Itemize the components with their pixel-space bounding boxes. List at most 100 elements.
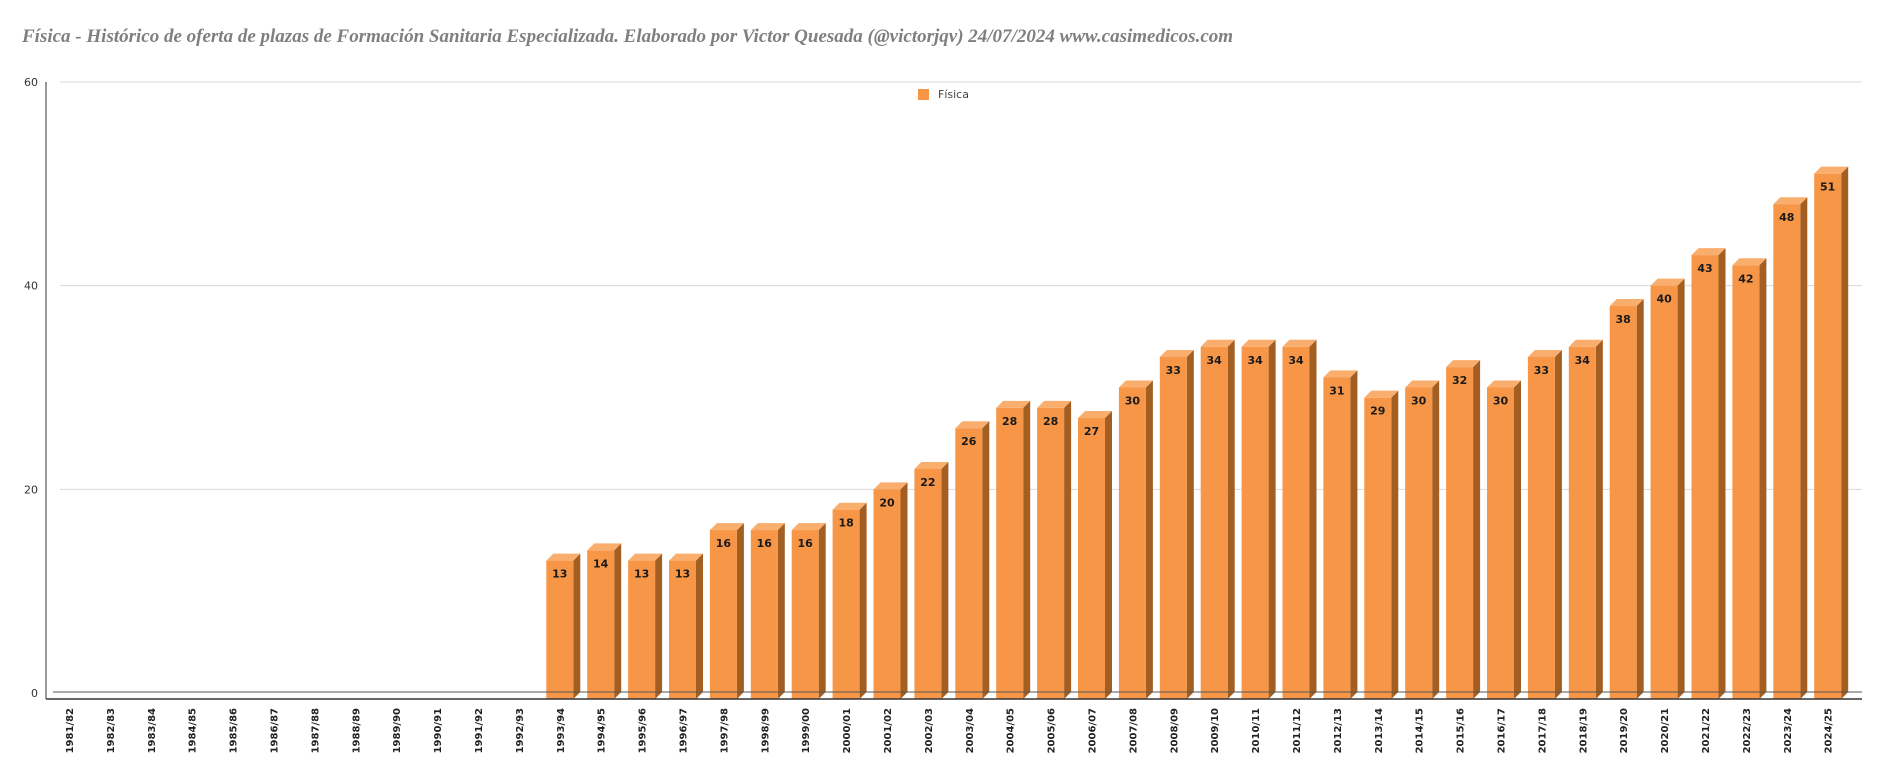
bar: 34 [1568, 339, 1603, 699]
bar-side [696, 553, 703, 699]
data-label: 51 [1820, 181, 1835, 194]
bar-side [1186, 349, 1194, 699]
bar-front [914, 468, 942, 699]
bar-front [546, 560, 574, 699]
bar-top [1814, 166, 1849, 174]
x-tick-label: 2006/07 [1088, 708, 1099, 753]
bar-top [1200, 339, 1235, 347]
x-tick-label: 2008/09 [1169, 708, 1180, 753]
bar-front [1037, 407, 1065, 699]
bar-side [1023, 400, 1031, 699]
bar-top [669, 553, 703, 561]
bar-front [1732, 265, 1760, 699]
bar: 14 [587, 543, 622, 699]
bar-top [546, 553, 581, 561]
bar-side [655, 553, 663, 699]
bar-front [955, 428, 983, 699]
bar-top [1405, 380, 1440, 388]
bar-top [791, 523, 826, 531]
bar-front [1282, 346, 1310, 699]
x-tick-label: 2021/22 [1701, 708, 1712, 753]
bar: 34 [1200, 339, 1235, 699]
data-label: 14 [593, 557, 609, 570]
data-label: 22 [920, 476, 935, 489]
bar: 33 [1159, 349, 1194, 699]
bar-front [1487, 387, 1514, 699]
x-tick-label: 1988/89 [351, 708, 362, 753]
bar-side [1350, 370, 1358, 699]
x-tick-label: 1997/98 [719, 708, 730, 753]
bar-side [614, 543, 622, 699]
data-label: 18 [838, 517, 853, 530]
data-label: 30 [1125, 395, 1141, 408]
bar-side [900, 482, 908, 699]
bar: 30 [1487, 380, 1521, 699]
data-label: 29 [1370, 405, 1385, 418]
x-tick-label: 2020/21 [1660, 708, 1671, 753]
x-tick-label: 1986/87 [270, 708, 281, 753]
bar-side [1595, 339, 1603, 699]
x-axis-ticks: 1981/82 1982/83 1983/84 1984/85 1985/86 1986/… [65, 708, 1835, 753]
bar-front [996, 407, 1024, 699]
x-tick-label: 2007/08 [1128, 708, 1139, 753]
bar-top [628, 553, 663, 561]
bar-front [1527, 356, 1555, 699]
chart-title: Física - Histórico de oferta de plazas d… [22, 26, 1234, 47]
x-tick-label: 2024/25 [1824, 708, 1835, 753]
bar-side [573, 553, 581, 699]
bar-side [1677, 278, 1685, 699]
x-tick-label: 2004/05 [1006, 708, 1017, 753]
bar-front [1650, 285, 1678, 699]
bar: 31 [1323, 370, 1358, 699]
bar: 33 [1527, 349, 1562, 699]
bar-top [1241, 339, 1276, 347]
bar-top [996, 400, 1031, 408]
data-label: 20 [879, 496, 895, 509]
y-tick-label: 0 [31, 687, 38, 700]
x-tick-label: 2013/14 [1374, 708, 1385, 753]
bar-front [1200, 346, 1228, 699]
bar-top [1078, 411, 1112, 419]
bar: 29 [1364, 390, 1399, 699]
bar: 34 [1282, 339, 1317, 699]
bar-side [777, 523, 785, 699]
data-label: 40 [1656, 293, 1672, 306]
bar-side [818, 523, 826, 699]
bar-front [832, 509, 860, 699]
bar-front [709, 530, 737, 699]
bar-top [1446, 360, 1481, 368]
data-label: 33 [1534, 364, 1549, 377]
bar-side [1268, 339, 1276, 699]
x-tick-label: 2000/01 [842, 708, 853, 753]
x-tick-label: 1983/84 [147, 708, 158, 753]
bar-side [982, 421, 990, 699]
bar-side [736, 523, 744, 699]
bar: 16 [750, 523, 785, 699]
bar: 30 [1118, 380, 1153, 699]
bar: 27 [1078, 411, 1112, 699]
x-tick-label: 2016/17 [1497, 708, 1508, 753]
legend-label: Física [938, 88, 969, 101]
data-label: 38 [1616, 313, 1631, 326]
bar-side [1064, 400, 1072, 699]
bar-top [750, 523, 785, 531]
bar-side [1227, 339, 1235, 699]
x-tick-label: 1984/85 [188, 708, 199, 753]
bar-front [1078, 418, 1105, 699]
bar: 16 [791, 523, 826, 699]
x-tick-label: 1994/95 [597, 708, 608, 753]
bar: 40 [1650, 278, 1685, 699]
bar: 51 [1814, 166, 1849, 699]
bar: 13 [628, 553, 663, 699]
x-tick-label: 2019/20 [1619, 708, 1630, 753]
x-tick-label: 1991/92 [474, 708, 485, 753]
bar: 30 [1405, 380, 1440, 699]
x-tick-label: 2022/23 [1742, 708, 1753, 753]
bar: 42 [1732, 258, 1767, 699]
y-tick-label: 60 [24, 76, 38, 89]
x-tick-label: 1996/97 [679, 708, 690, 753]
data-label: 16 [798, 537, 814, 550]
x-tick-label: 1990/91 [433, 708, 444, 753]
bar-top [1691, 248, 1726, 256]
